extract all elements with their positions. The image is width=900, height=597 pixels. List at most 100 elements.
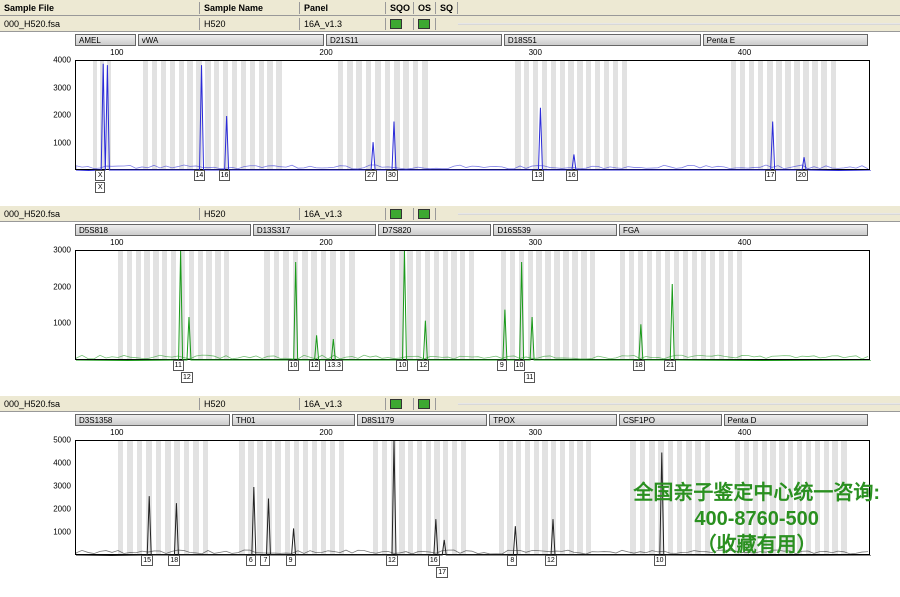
allele-calls-row: 1112101213.31012910111821 — [75, 360, 870, 388]
ytick: 4000 — [53, 56, 71, 65]
allele-call[interactable]: 17 — [765, 170, 777, 181]
marker-D18S51[interactable]: D18S51 — [504, 34, 701, 46]
os-indicator — [414, 398, 436, 410]
column-header-row: Sample FileSample NamePanelSQOOSSQ — [0, 0, 900, 16]
chart-area: 1000200030004000 — [0, 60, 900, 170]
allele-call[interactable]: 18 — [633, 360, 645, 371]
allele-calls-row: 15 18 67 9 12 1617 8 12 10 — [75, 555, 870, 583]
electropherogram-panel-1: 000_H520.fsaH52016A_v1.3 AMELvWAD21S11D18… — [0, 16, 900, 198]
marker-FGA[interactable]: FGA — [619, 224, 868, 236]
xtick: 200 — [319, 428, 332, 437]
xtick: 200 — [319, 48, 332, 57]
marker-Penta D[interactable]: Penta D — [724, 414, 868, 426]
allele-call[interactable]: X — [95, 182, 105, 193]
allele-call[interactable]: 13 — [532, 170, 544, 181]
sample-file: 000_H520.fsa — [0, 18, 200, 30]
marker-labels-row: D5S818D13S317D7S820D16S539FGA — [75, 224, 870, 238]
allele-call[interactable]: 9 — [286, 555, 296, 566]
col-header: SQ — [436, 2, 458, 14]
sqo-indicator — [386, 398, 414, 410]
ytick: 1000 — [53, 138, 71, 147]
sample-name: H520 — [200, 398, 300, 410]
allele-call[interactable]: 16 — [428, 555, 440, 566]
allele-call[interactable]: 11 — [524, 372, 535, 383]
col-header: OS — [414, 2, 436, 14]
sqo-indicator — [386, 208, 414, 220]
marker-labels-row: AMELvWAD21S11D18S51Penta E — [75, 34, 870, 48]
marker-D21S11[interactable]: D21S11 — [326, 34, 502, 46]
allele-call[interactable]: 11 — [173, 360, 184, 371]
xtick: 400 — [738, 238, 751, 247]
allele-call[interactable]: X — [95, 170, 105, 181]
ytick: 3000 — [53, 246, 71, 255]
ytick: 3000 — [53, 482, 71, 491]
panel-name: 16A_v1.3 — [300, 18, 386, 30]
ytick: 4000 — [53, 459, 71, 468]
electropherogram-panel-2: 000_H520.fsaH52016A_v1.3D5S818D13S317D7S… — [0, 206, 900, 388]
trace-svg — [76, 251, 871, 361]
col-header: Sample Name — [200, 2, 300, 14]
allele-call[interactable]: 16 — [219, 170, 231, 181]
ytick: 2000 — [53, 111, 71, 120]
x-axis-top: 100200300400 — [75, 238, 870, 250]
marker-D8S1179[interactable]: D8S1179 — [357, 414, 487, 426]
allele-call[interactable]: 27 — [365, 170, 377, 181]
allele-call[interactable]: 12 — [417, 360, 429, 371]
panel-name: 16A_v1.3 — [300, 398, 386, 410]
allele-call[interactable]: 15 — [141, 555, 153, 566]
y-axis: 1000200030004000 — [0, 60, 75, 170]
plot-area[interactable] — [75, 440, 870, 555]
allele-call[interactable]: 8 — [507, 555, 517, 566]
marker-CSF1PO[interactable]: CSF1PO — [619, 414, 722, 426]
allele-call[interactable]: 12 — [545, 555, 557, 566]
plot-area[interactable] — [75, 60, 870, 170]
allele-call[interactable]: 17 — [436, 567, 448, 578]
allele-call[interactable]: 10 — [288, 360, 300, 371]
ytick: 1000 — [53, 319, 71, 328]
chart-area: 100020003000 — [0, 250, 900, 360]
spacer — [458, 213, 900, 215]
spacer — [458, 403, 900, 405]
marker-D13S317[interactable]: D13S317 — [253, 224, 377, 236]
xtick: 300 — [529, 428, 542, 437]
xtick: 300 — [529, 238, 542, 247]
y-axis: 10002000300040005000 — [0, 440, 75, 555]
x-axis-top: 100200300400 — [75, 48, 870, 60]
allele-call[interactable]: 10 — [654, 555, 666, 566]
allele-call[interactable]: 21 — [664, 360, 676, 371]
allele-call[interactable]: 6 — [246, 555, 256, 566]
sample-info-row: 000_H520.fsaH52016A_v1.3 — [0, 16, 900, 32]
marker-D7S820[interactable]: D7S820 — [378, 224, 491, 236]
allele-call[interactable]: 7 — [260, 555, 270, 566]
allele-call[interactable]: 9 — [497, 360, 507, 371]
marker-D3S1358[interactable]: D3S1358 — [75, 414, 230, 426]
marker-D5S818[interactable]: D5S818 — [75, 224, 251, 236]
allele-call[interactable]: 30 — [386, 170, 398, 181]
sample-info-row: 000_H520.fsaH52016A_v1.3 — [0, 396, 900, 412]
marker-D16S539[interactable]: D16S539 — [493, 224, 617, 236]
marker-TPOX[interactable]: TPOX — [489, 414, 617, 426]
allele-call[interactable]: 13.3 — [325, 360, 343, 371]
allele-call[interactable]: 10 — [396, 360, 408, 371]
allele-call[interactable]: 20 — [796, 170, 808, 181]
allele-call[interactable]: 14 — [194, 170, 206, 181]
allele-call[interactable]: 16 — [566, 170, 578, 181]
status-green-icon — [418, 209, 430, 219]
marker-vWA[interactable]: vWA — [138, 34, 324, 46]
allele-call[interactable]: 12 — [309, 360, 321, 371]
allele-call[interactable]: 10 — [514, 360, 526, 371]
trace-svg — [76, 441, 871, 556]
allele-call[interactable]: 12 — [386, 555, 398, 566]
marker-Penta E[interactable]: Penta E — [703, 34, 868, 46]
marker-TH01[interactable]: TH01 — [232, 414, 356, 426]
sq-indicator — [436, 23, 458, 25]
status-green-icon — [390, 19, 402, 29]
os-indicator — [414, 18, 436, 30]
ytick: 2000 — [53, 505, 71, 514]
marker-AMEL[interactable]: AMEL — [75, 34, 136, 46]
allele-call[interactable]: 12 — [181, 372, 193, 383]
ytick: 2000 — [53, 282, 71, 291]
status-green-icon — [418, 19, 430, 29]
plot-area[interactable] — [75, 250, 870, 360]
allele-call[interactable]: 18 — [168, 555, 180, 566]
